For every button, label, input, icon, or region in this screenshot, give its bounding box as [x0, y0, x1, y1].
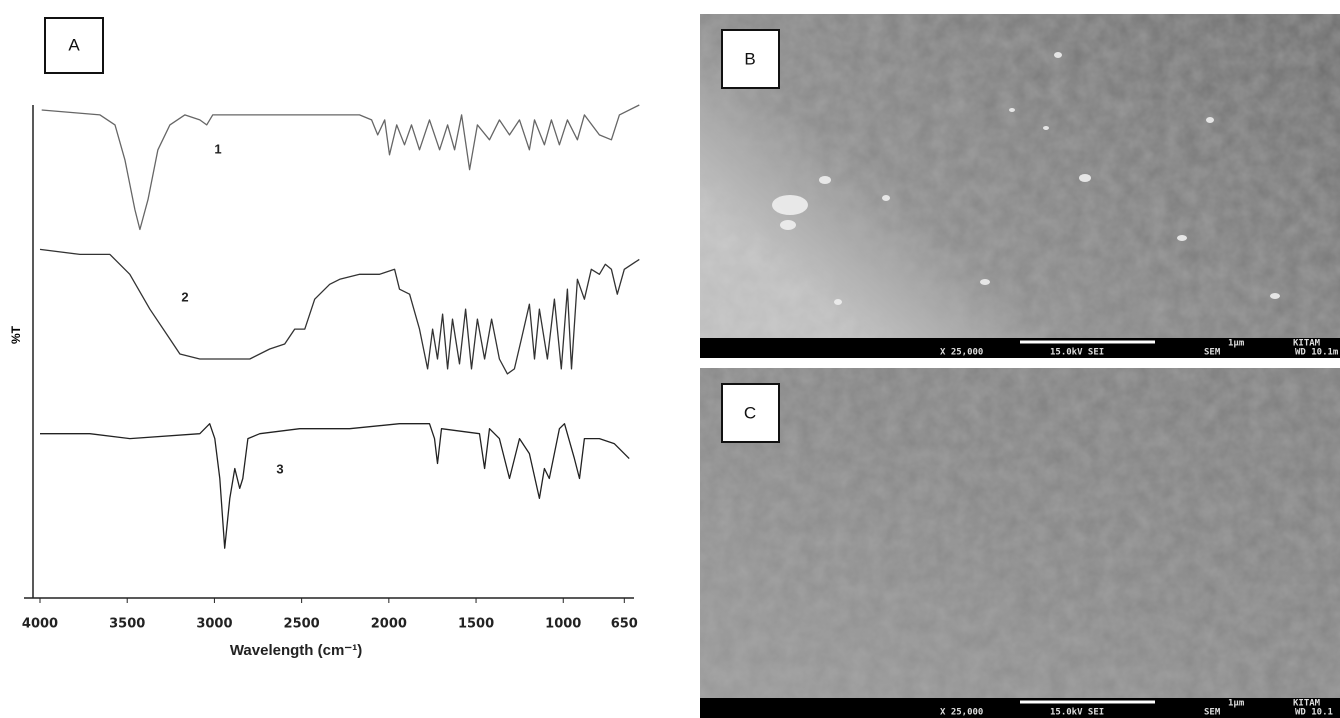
- series-label: 2: [181, 289, 188, 304]
- panel-label-box: [44, 17, 104, 74]
- particle: [780, 220, 796, 230]
- y-axis-label: %T: [9, 325, 23, 344]
- working-distance: WD 10.1m: [1295, 348, 1339, 358]
- info-bar: [700, 698, 1340, 718]
- x-tick-label: 3000: [196, 617, 232, 632]
- particle: [882, 195, 890, 201]
- particle: [834, 299, 842, 305]
- sem-panels: X 25,000 15.0kV SEI 1μm KITAM SEM WD 10.1m B X …: [700, 14, 1340, 718]
- particle: [980, 279, 990, 285]
- info-bar: [700, 338, 1340, 358]
- panel-label: C: [744, 403, 756, 422]
- lab-name: KITAM: [1293, 339, 1321, 349]
- particle: [1079, 174, 1091, 182]
- mode: SEM: [1204, 708, 1221, 718]
- sem-texture: [700, 14, 1340, 338]
- particle: [1270, 293, 1280, 299]
- series-label: 3: [276, 461, 283, 476]
- particle: [772, 195, 808, 215]
- series-label: 1: [214, 141, 221, 156]
- sem-texture: [700, 368, 1340, 698]
- working-distance: WD 10.1: [1295, 708, 1333, 718]
- particle: [1054, 52, 1062, 58]
- voltage: 15.0kV SEI: [1050, 708, 1104, 718]
- x-tick-label: 650: [611, 617, 638, 632]
- spectrum-line: [40, 423, 630, 549]
- x-tick-label: 1000: [545, 617, 581, 632]
- x-axis-label: Wavelength (cm⁻¹): [230, 642, 362, 659]
- panel-label-box: [721, 29, 780, 89]
- particle: [1206, 117, 1214, 123]
- spectrum-line: [39, 248, 640, 375]
- particle: [819, 176, 831, 184]
- particle: [1043, 126, 1049, 130]
- panel-label-box: [721, 383, 780, 443]
- particle: [1009, 108, 1015, 112]
- x-tick-label: 1500: [458, 617, 494, 632]
- particle: [1177, 235, 1187, 241]
- panel-label: B: [744, 49, 755, 68]
- x-tick-label: 4000: [22, 617, 58, 632]
- voltage: 15.0kV SEI: [1050, 348, 1104, 358]
- magnification: X 25,000: [940, 348, 983, 358]
- x-tick-label: 3500: [109, 617, 145, 632]
- x-tick-label: 2000: [371, 617, 407, 632]
- mode: SEM: [1204, 348, 1221, 358]
- panel-label: A: [68, 35, 80, 54]
- x-tick-label: 2500: [284, 617, 320, 632]
- lab-name: KITAM: [1293, 699, 1321, 709]
- magnification: X 25,000: [940, 708, 983, 718]
- spectrum-line: [41, 104, 640, 231]
- scale-label: 1μm: [1228, 339, 1245, 349]
- scale-label: 1μm: [1228, 699, 1245, 709]
